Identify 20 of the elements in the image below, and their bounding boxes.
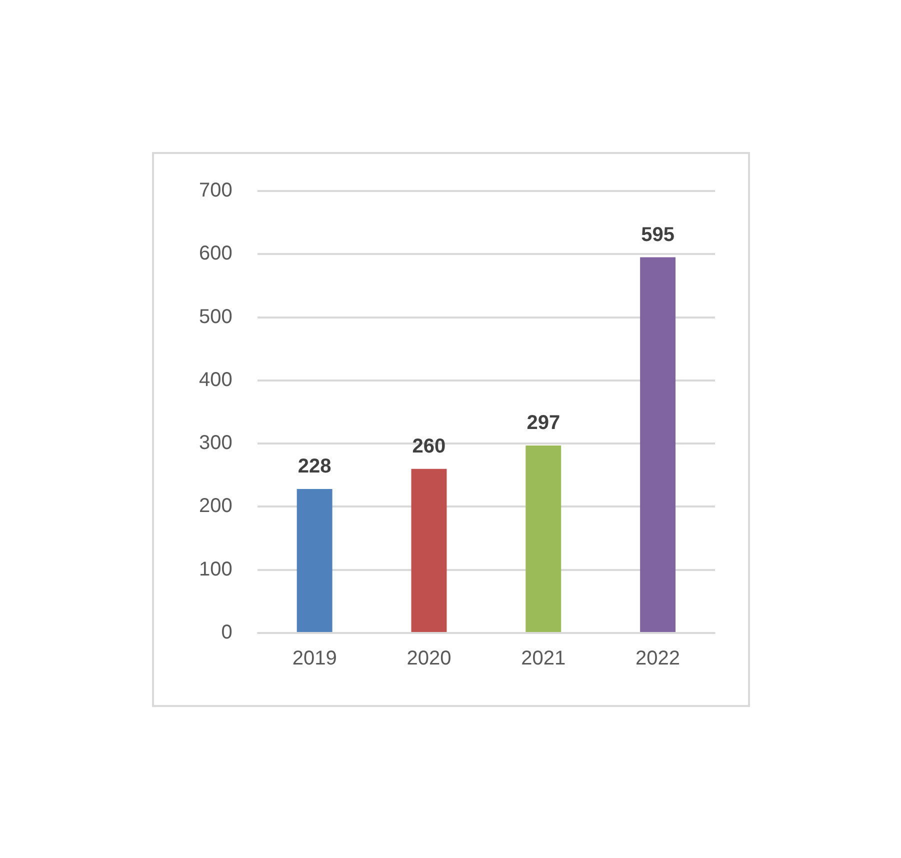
y-tick-label: 200 — [198, 495, 232, 518]
bar — [296, 489, 332, 632]
y-tick-label: 100 — [198, 558, 232, 580]
y-tick-label: 700 — [198, 180, 232, 202]
x-tick-label: 2020 — [406, 648, 452, 670]
bar — [640, 257, 676, 632]
data-label: 297 — [526, 412, 560, 434]
data-label: 260 — [412, 435, 446, 458]
y-tick-label: 0 — [221, 622, 232, 644]
x-tick-label: 2021 — [521, 648, 566, 670]
data-label: 228 — [298, 456, 332, 478]
x-tick-label: 2019 — [292, 648, 337, 670]
y-tick-label: 300 — [198, 432, 232, 454]
bar — [411, 468, 447, 632]
data-label: 595 — [641, 224, 674, 246]
y-tick-label: 400 — [198, 368, 232, 391]
x-tick-label: 2022 — [636, 648, 680, 670]
y-tick-label: 600 — [198, 242, 232, 265]
bar — [526, 445, 562, 632]
y-tick-label: 500 — [198, 306, 232, 328]
